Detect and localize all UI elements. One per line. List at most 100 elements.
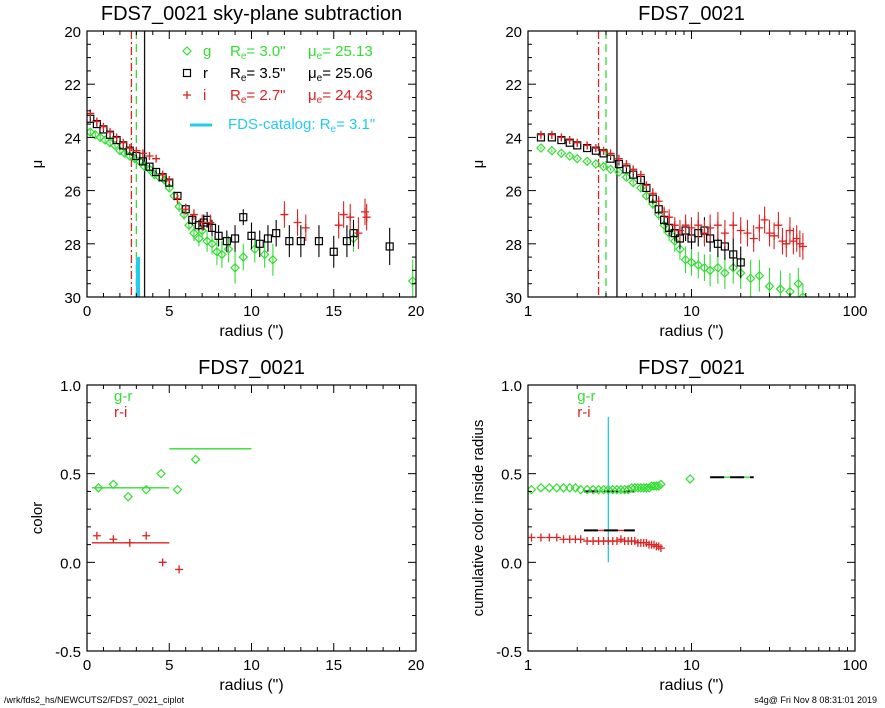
- data-point-i: [670, 221, 679, 230]
- y-tick-label: 0.0: [60, 555, 81, 572]
- x-tick-label: 100: [842, 657, 867, 674]
- data-point-g: [590, 159, 601, 169]
- data-point-i: [158, 558, 167, 567]
- legend-entry-i: r-i: [114, 404, 127, 421]
- data-point-i: [145, 152, 154, 161]
- x-tick-label: 15: [325, 657, 342, 674]
- data-point-r: [263, 234, 273, 243]
- x-axis-label: radius ("): [219, 677, 283, 694]
- data-point-i: [706, 223, 715, 232]
- data-point-g: [685, 474, 695, 484]
- data-point-i: [552, 533, 561, 542]
- x-tick-label: 10: [683, 657, 700, 674]
- y-tick-label: -0.5: [496, 644, 522, 661]
- data-point-g: [268, 254, 278, 265]
- data-point-g: [754, 270, 765, 281]
- data-point-g: [626, 483, 637, 493]
- data-point-r: [247, 231, 256, 240]
- data-point-g: [793, 278, 804, 289]
- plot-area: [528, 416, 754, 563]
- data-point-g: [259, 249, 270, 260]
- data-point-i: [125, 538, 134, 547]
- y-tick-label: 26: [64, 184, 81, 201]
- legend-mu-i: μe= 24.43: [308, 87, 373, 106]
- x-tick-label: 0: [83, 303, 91, 320]
- ticks: [86, 384, 417, 652]
- data-point-i: [573, 138, 582, 147]
- chart-title: FDS7_0021: [198, 357, 305, 379]
- plot-area: [87, 31, 416, 297]
- y-tick-label: 0.0: [501, 555, 522, 572]
- data-point-r: [736, 258, 745, 267]
- data-point-g: [651, 481, 662, 491]
- data-point-g: [217, 249, 227, 260]
- data-point-r: [329, 247, 338, 256]
- data-point-g: [87, 127, 96, 137]
- data-point-g: [616, 484, 626, 495]
- data-point-i: [700, 229, 709, 238]
- legend: g Re= 3.0" μe= 25.13 r Re= 3.5" μe= 25.06 i Re=…: [182, 43, 375, 135]
- legend-mu-g: μe= 25.13: [308, 43, 373, 62]
- data-point-g: [669, 236, 680, 246]
- y-tick-label: 28: [505, 237, 522, 254]
- legend-re-r: Re= 3.5": [230, 65, 286, 84]
- data-point-g: [644, 483, 654, 493]
- y-axis-label: color: [29, 502, 46, 535]
- y-tick-label: 30: [64, 290, 81, 307]
- series-g: [93, 454, 201, 502]
- data-point-i: [206, 218, 215, 227]
- data-point-i: [547, 130, 556, 139]
- data-point-g: [570, 483, 581, 493]
- data-point-g: [141, 484, 152, 495]
- data-point-g: [536, 143, 546, 153]
- plot-frame: [86, 384, 417, 652]
- data-point-i: [536, 533, 545, 542]
- chart-title: FDS7_0021 sky-plane subtraction: [101, 3, 402, 25]
- data-point-r: [239, 213, 248, 222]
- data-point-i: [362, 213, 371, 222]
- data-point-g: [705, 265, 715, 276]
- data-point-g: [720, 268, 730, 278]
- data-point-g: [572, 153, 583, 164]
- data-point-g: [614, 167, 624, 177]
- series-g: [536, 143, 808, 297]
- data-point-r: [230, 234, 240, 243]
- legend-marker-r: [182, 68, 192, 78]
- data-point-i: [106, 128, 115, 137]
- data-point-g: [536, 483, 546, 493]
- data-point-i: [152, 154, 161, 163]
- data-point-g: [745, 273, 756, 284]
- x-tick-label: 1: [524, 657, 532, 674]
- data-point-i: [158, 170, 167, 179]
- y-axis-label: cumulative color inside radius: [470, 420, 487, 617]
- data-point-r: [272, 229, 281, 238]
- data-point-i: [528, 533, 536, 542]
- data-point-i: [138, 149, 147, 158]
- data-point-i: [92, 117, 101, 126]
- data-point-r: [138, 157, 148, 166]
- data-point-g: [588, 484, 598, 495]
- series-i: [92, 531, 184, 574]
- data-point-i: [636, 170, 645, 179]
- data-point-i: [536, 130, 545, 139]
- data-point-g: [582, 156, 592, 167]
- data-point-i: [565, 136, 574, 145]
- data-point-i: [181, 205, 190, 214]
- data-point-i: [665, 213, 674, 222]
- legend-entry-g: g-r: [114, 388, 132, 405]
- x-tick-label: 1: [524, 303, 532, 320]
- legend-entry-g: g-r: [577, 388, 595, 405]
- x-tick-label: 20: [408, 303, 425, 320]
- legend-marker-g: [182, 46, 192, 56]
- data-point-g: [123, 491, 133, 502]
- data-point-g: [699, 262, 710, 273]
- data-point-g: [693, 260, 704, 270]
- data-point-g: [675, 244, 685, 254]
- plot-area: [91, 448, 252, 574]
- data-point-g: [603, 484, 614, 495]
- data-point-g: [686, 257, 697, 268]
- data-point-g: [556, 148, 567, 159]
- data-point-i: [687, 223, 696, 232]
